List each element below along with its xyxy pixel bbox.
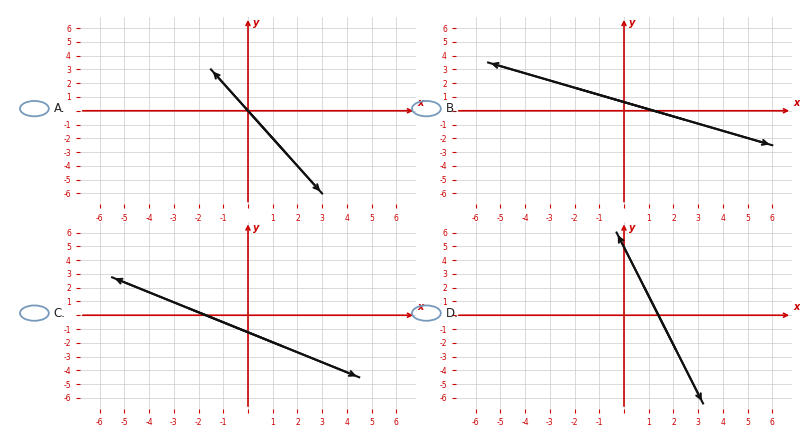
Text: y: y [253,18,259,29]
Text: x: x [418,98,423,108]
Text: x: x [794,98,799,108]
Text: D.: D. [446,307,458,320]
Text: y: y [629,18,635,29]
Text: A.: A. [54,102,65,115]
Text: C.: C. [54,307,66,320]
Text: y: y [253,223,259,233]
Text: x: x [418,302,423,313]
Text: y: y [629,223,635,233]
Text: x: x [794,302,799,313]
Text: B.: B. [446,102,458,115]
